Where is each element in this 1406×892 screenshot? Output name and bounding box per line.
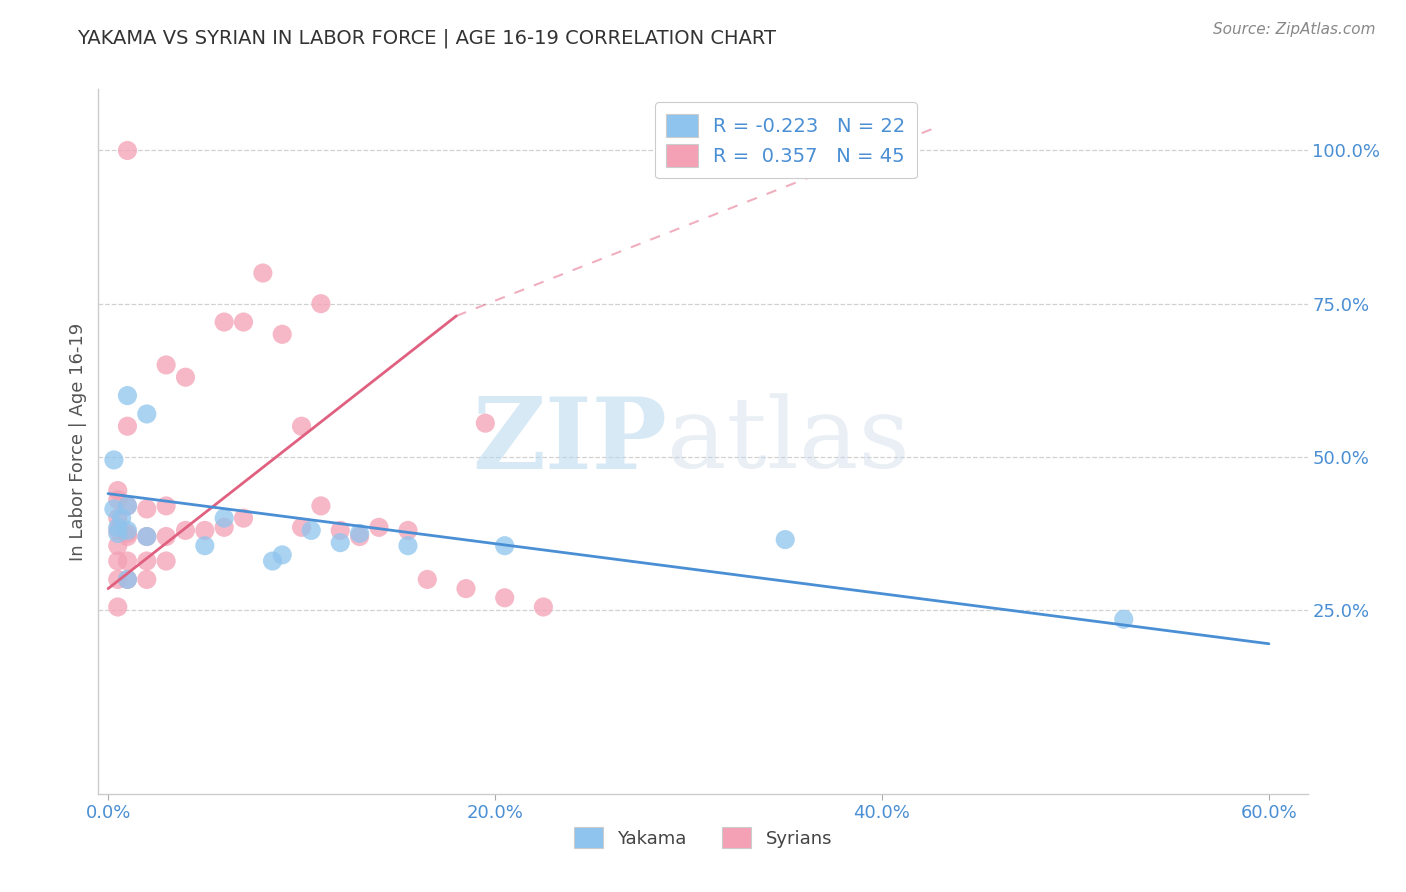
Point	[117, 573, 139, 587]
Point	[174, 524, 197, 538]
Point	[309, 499, 332, 513]
Point	[212, 520, 235, 534]
Point	[174, 370, 197, 384]
Legend: Yakama, Syrians: Yakama, Syrians	[567, 820, 839, 855]
Point	[212, 315, 235, 329]
Point	[531, 599, 554, 614]
Point	[329, 535, 352, 549]
Point	[107, 511, 129, 525]
Point	[1112, 612, 1135, 626]
Point	[290, 419, 312, 434]
Point	[773, 533, 796, 547]
Point	[117, 499, 139, 513]
Point	[107, 520, 129, 534]
Point	[349, 526, 371, 541]
Point	[117, 144, 139, 158]
Point	[252, 266, 274, 280]
Y-axis label: In Labor Force | Age 16-19: In Labor Force | Age 16-19	[69, 322, 87, 561]
Point	[107, 526, 129, 541]
Point	[262, 554, 284, 568]
Point	[474, 416, 496, 430]
Point	[349, 529, 371, 543]
Point	[135, 573, 157, 587]
Point	[416, 573, 439, 587]
Point	[232, 315, 254, 329]
Point	[117, 524, 139, 538]
Point	[155, 358, 177, 372]
Point	[107, 554, 129, 568]
Point	[309, 296, 332, 310]
Point	[155, 554, 177, 568]
Point	[454, 582, 477, 596]
Point	[271, 327, 294, 342]
Point	[107, 524, 129, 538]
Point	[194, 524, 217, 538]
Point	[117, 529, 139, 543]
Point	[368, 520, 391, 534]
Point	[155, 499, 177, 513]
Text: ZIP: ZIP	[472, 393, 666, 490]
Point	[103, 502, 125, 516]
Point	[396, 539, 419, 553]
Point	[107, 599, 129, 614]
Point	[494, 591, 516, 605]
Point	[107, 539, 129, 553]
Point	[194, 539, 217, 553]
Point	[117, 499, 139, 513]
Point	[212, 511, 235, 525]
Point	[117, 388, 139, 402]
Text: atlas: atlas	[666, 393, 910, 490]
Point	[271, 548, 294, 562]
Point	[155, 529, 177, 543]
Point	[117, 554, 139, 568]
Point	[103, 453, 125, 467]
Point	[135, 502, 157, 516]
Point	[117, 573, 139, 587]
Point	[494, 539, 516, 553]
Point	[135, 554, 157, 568]
Point	[117, 419, 139, 434]
Point	[107, 492, 129, 507]
Point	[329, 524, 352, 538]
Point	[111, 511, 134, 525]
Point	[135, 407, 157, 421]
Point	[107, 573, 129, 587]
Point	[135, 529, 157, 543]
Text: Source: ZipAtlas.com: Source: ZipAtlas.com	[1212, 22, 1375, 37]
Point	[117, 526, 139, 541]
Point	[290, 520, 312, 534]
Text: YAKAMA VS SYRIAN IN LABOR FORCE | AGE 16-19 CORRELATION CHART: YAKAMA VS SYRIAN IN LABOR FORCE | AGE 16…	[77, 29, 776, 48]
Point	[396, 524, 419, 538]
Point	[232, 511, 254, 525]
Point	[107, 483, 129, 498]
Point	[135, 529, 157, 543]
Point	[299, 524, 322, 538]
